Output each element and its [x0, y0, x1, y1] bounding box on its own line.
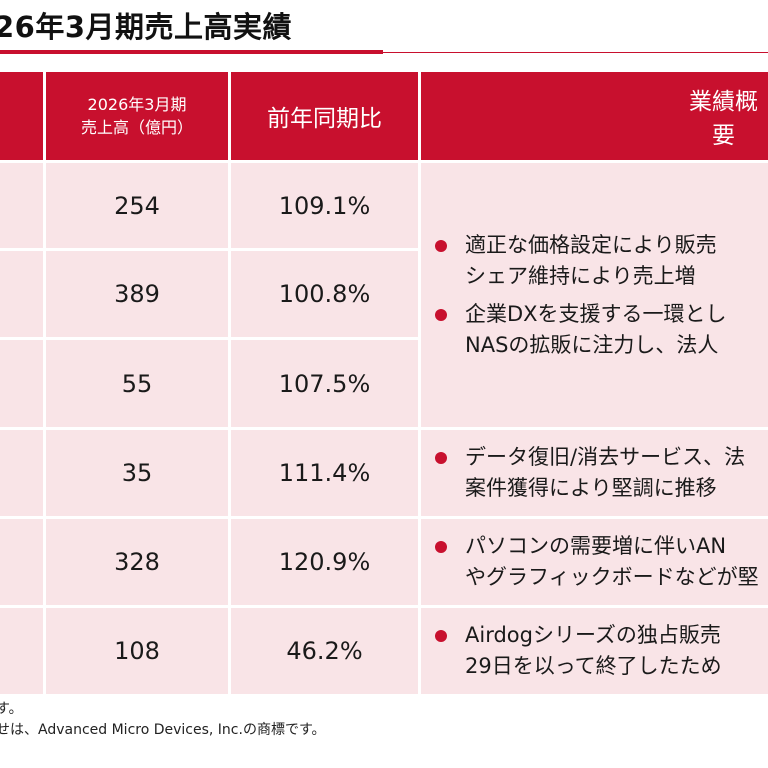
- summary-line: やグラフィックボードなどが堅: [465, 565, 759, 589]
- summary-bullet: 適正な価格設定により販売 シェア維持により売上増: [435, 230, 717, 292]
- header-yoy: 前年同期比: [231, 72, 418, 160]
- summary-bullet: Airdogシリーズの独占販売 29日を以って終了したため: [435, 620, 722, 682]
- table-cell-yoy: 109.1%: [231, 163, 418, 248]
- summary-line: パソコンの需要増に伴いAN: [465, 534, 727, 558]
- title-divider: [383, 52, 768, 53]
- summary-line: 29日を以って終了したため: [465, 654, 722, 678]
- bullet-dot-icon: [435, 239, 447, 252]
- header-sales-line1: 2026年3月期: [87, 95, 187, 114]
- table-row-segment: [0, 608, 43, 694]
- summary-cell-1: 適正な価格設定により販売 シェア維持により売上増 企業DXを支援する一環とし N…: [421, 163, 768, 427]
- summary-line: Airdogシリーズの独占販売: [465, 623, 721, 647]
- header-sales-line2: 売上高（億円）: [80, 118, 193, 137]
- summary-line: データ復旧/消去サービス、法: [465, 445, 746, 469]
- sales-table: 2026年3月期 売上高（億円） 前年同期比 業績概要 254 109.1% 3…: [0, 72, 768, 694]
- table-cell-sales: 108: [46, 608, 228, 694]
- table-row-segment: [0, 340, 43, 427]
- summary-line: 案件獲得により堅調に推移: [465, 476, 717, 500]
- summary-bullet: データ復旧/消去サービス、法 案件獲得により堅調に推移: [435, 442, 745, 504]
- footnote-2: せは、Advanced Micro Devices, Inc.の商標です。: [0, 722, 326, 738]
- table-cell-sales: 35: [46, 430, 228, 516]
- footnote-1: す。: [0, 701, 23, 717]
- table-cell-yoy: 100.8%: [231, 251, 418, 337]
- summary-line: 適正な価格設定により販売: [465, 232, 717, 257]
- table-row-segment: [0, 163, 43, 248]
- summary-line: 企業DXを支援する一環とし: [465, 301, 727, 326]
- summary-line: シェア維持により売上増: [465, 263, 696, 288]
- header-overview-label: 業績概要: [689, 89, 758, 149]
- bullet-dot-icon: [435, 630, 447, 642]
- summary-cell-3: パソコンの需要増に伴いAN やグラフィックボードなどが堅: [421, 519, 768, 605]
- table-cell-sales: 328: [46, 519, 228, 605]
- table-cell-sales: 55: [46, 340, 228, 427]
- table-row-segment: [0, 430, 43, 516]
- summary-bullet: パソコンの需要増に伴いAN やグラフィックボードなどが堅: [435, 531, 759, 593]
- header-segment-cell: [0, 72, 43, 160]
- table-cell-sales: 254: [46, 163, 228, 248]
- table-cell-yoy: 111.4%: [231, 430, 418, 516]
- page-title: 26年3月期売上高実績: [0, 10, 293, 44]
- bullet-dot-icon: [435, 452, 447, 464]
- table-row-segment: [0, 519, 43, 605]
- header-overview: 業績概要: [421, 72, 768, 160]
- summary-cell-2: データ復旧/消去サービス、法 案件獲得により堅調に推移: [421, 430, 768, 516]
- table-cell-yoy: 107.5%: [231, 340, 418, 427]
- summary-bullet: 企業DXを支援する一環とし NASの拡販に注力し、法人: [435, 299, 727, 361]
- table-cell-yoy: 120.9%: [231, 519, 418, 605]
- table-cell-sales: 389: [46, 251, 228, 337]
- table-row-segment: [0, 251, 43, 337]
- bullet-dot-icon: [435, 308, 447, 321]
- bullet-dot-icon: [435, 541, 447, 553]
- table-cell-yoy: 46.2%: [231, 608, 418, 694]
- header-sales: 2026年3月期 売上高（億円）: [46, 72, 228, 160]
- summary-cell-4: Airdogシリーズの独占販売 29日を以って終了したため: [421, 608, 768, 694]
- summary-line: NASの拡販に注力し、法人: [465, 332, 719, 357]
- title-underline: [0, 50, 383, 54]
